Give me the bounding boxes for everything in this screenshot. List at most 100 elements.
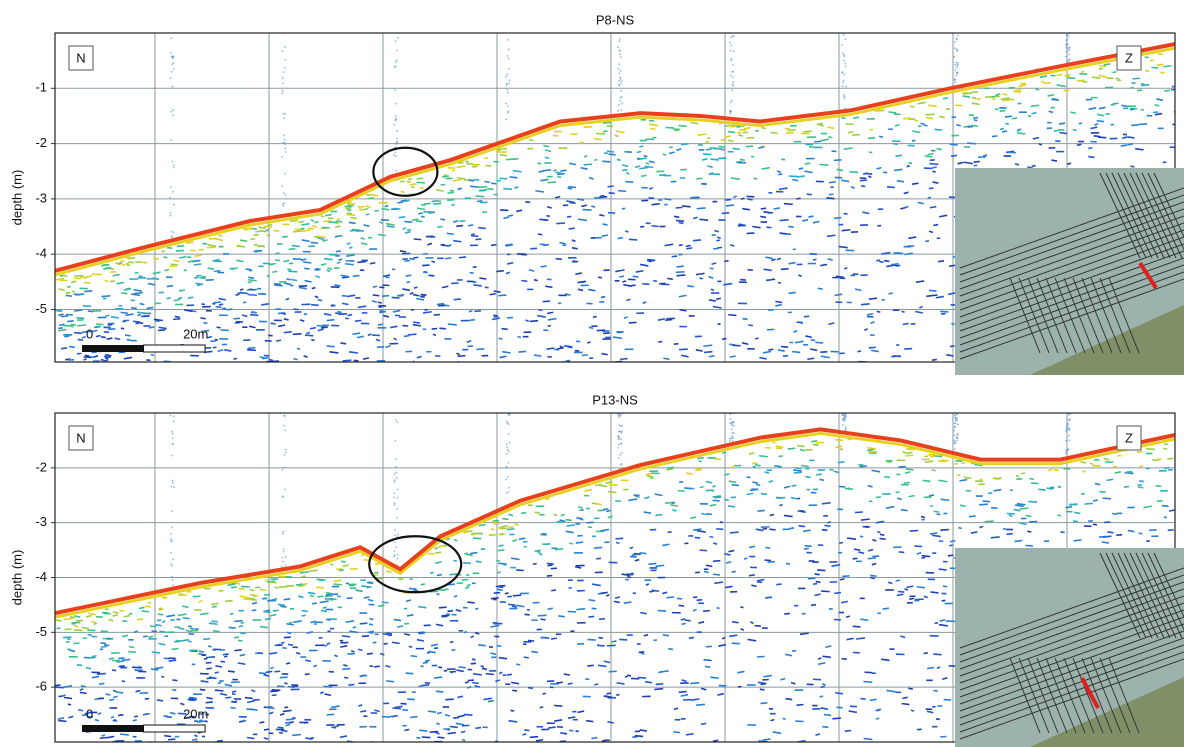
- reflection: [284, 599, 290, 600]
- reflection: [67, 639, 70, 640]
- reflection: [763, 351, 771, 352]
- reflection: [121, 659, 130, 660]
- water-noise: [170, 538, 172, 540]
- water-noise: [732, 437, 734, 439]
- reflection: [1154, 105, 1159, 106]
- water-noise: [620, 70, 622, 72]
- reflection: [220, 661, 225, 662]
- reflection: [946, 109, 950, 110]
- reflection: [837, 169, 843, 170]
- reflection: [617, 270, 625, 271]
- reflection: [667, 597, 675, 598]
- water-noise: [731, 435, 733, 437]
- reflection: [278, 727, 284, 728]
- reflection: [463, 563, 471, 564]
- reflection: [587, 342, 590, 343]
- reflection: [904, 349, 912, 350]
- reflection: [112, 670, 116, 671]
- reflection: [950, 541, 955, 542]
- reflection: [779, 505, 782, 506]
- reflection: [100, 737, 108, 738]
- reflection: [615, 135, 619, 136]
- reflection: [240, 240, 247, 241]
- reflection: [111, 653, 120, 654]
- reflection: [376, 339, 380, 340]
- reflection: [591, 738, 597, 739]
- reflection: [264, 729, 269, 730]
- water-noise: [507, 449, 509, 451]
- reflection: [232, 694, 236, 695]
- water-noise: [507, 73, 509, 75]
- reflection: [602, 235, 608, 236]
- reflection: [979, 526, 983, 527]
- reflection: [677, 275, 686, 276]
- reflection: [345, 205, 354, 206]
- reflection: [972, 98, 977, 99]
- reflection: [1026, 515, 1032, 516]
- reflection: [208, 245, 216, 246]
- reflection: [200, 364, 205, 365]
- reflection: [358, 306, 366, 307]
- water-noise: [1180, 422, 1182, 424]
- reflection: [340, 646, 347, 647]
- reflection: [347, 295, 355, 296]
- reflection: [248, 282, 252, 283]
- reflection: [1128, 137, 1135, 138]
- water-noise: [394, 473, 396, 475]
- reflection: [351, 218, 357, 219]
- reflection: [337, 312, 341, 313]
- reflection: [755, 338, 758, 339]
- reflection: [407, 615, 414, 616]
- water-noise: [281, 92, 283, 94]
- reflection: [470, 636, 473, 637]
- water-noise: [618, 84, 620, 86]
- reflection: [619, 276, 624, 277]
- reflection: [725, 586, 732, 587]
- reflection: [602, 354, 608, 355]
- reflection: [906, 586, 913, 587]
- reflection: [188, 297, 193, 298]
- reflection: [717, 247, 722, 248]
- reflection: [619, 639, 627, 640]
- reflection: [805, 336, 811, 337]
- water-noise: [173, 420, 175, 422]
- reflection: [714, 582, 723, 583]
- water-noise: [1180, 432, 1182, 434]
- reflection: [869, 452, 875, 453]
- reflection: [465, 587, 469, 588]
- reflection: [475, 728, 481, 729]
- reflection: [979, 504, 988, 505]
- panel-title: P13-NS: [592, 392, 638, 407]
- reflection: [717, 237, 720, 238]
- reflection: [1139, 481, 1144, 482]
- reflection: [791, 682, 795, 683]
- reflection: [74, 616, 80, 617]
- water-noise: [955, 62, 957, 64]
- water-noise: [730, 101, 732, 103]
- reflection: [914, 744, 918, 745]
- reflection: [500, 533, 503, 534]
- reflection: [1131, 125, 1139, 126]
- reflection: [569, 543, 573, 544]
- reflection: [385, 666, 390, 667]
- reflection: [539, 553, 543, 554]
- reflection: [235, 323, 240, 324]
- water-noise: [282, 82, 284, 84]
- reflection: [1015, 164, 1019, 165]
- reflection: [789, 292, 796, 293]
- reflection: [503, 189, 512, 190]
- water-noise: [618, 414, 620, 416]
- reflection: [1017, 504, 1025, 505]
- reflection: [491, 529, 494, 530]
- reflection: [135, 273, 139, 274]
- water-noise: [505, 76, 507, 78]
- reflection: [726, 205, 734, 206]
- reflection: [752, 226, 760, 227]
- reflection: [925, 456, 928, 457]
- reflection: [399, 363, 404, 364]
- reflection: [378, 302, 381, 303]
- water-noise: [1179, 42, 1181, 44]
- water-noise: [396, 138, 398, 140]
- reflection: [510, 710, 514, 711]
- reflection: [466, 161, 469, 162]
